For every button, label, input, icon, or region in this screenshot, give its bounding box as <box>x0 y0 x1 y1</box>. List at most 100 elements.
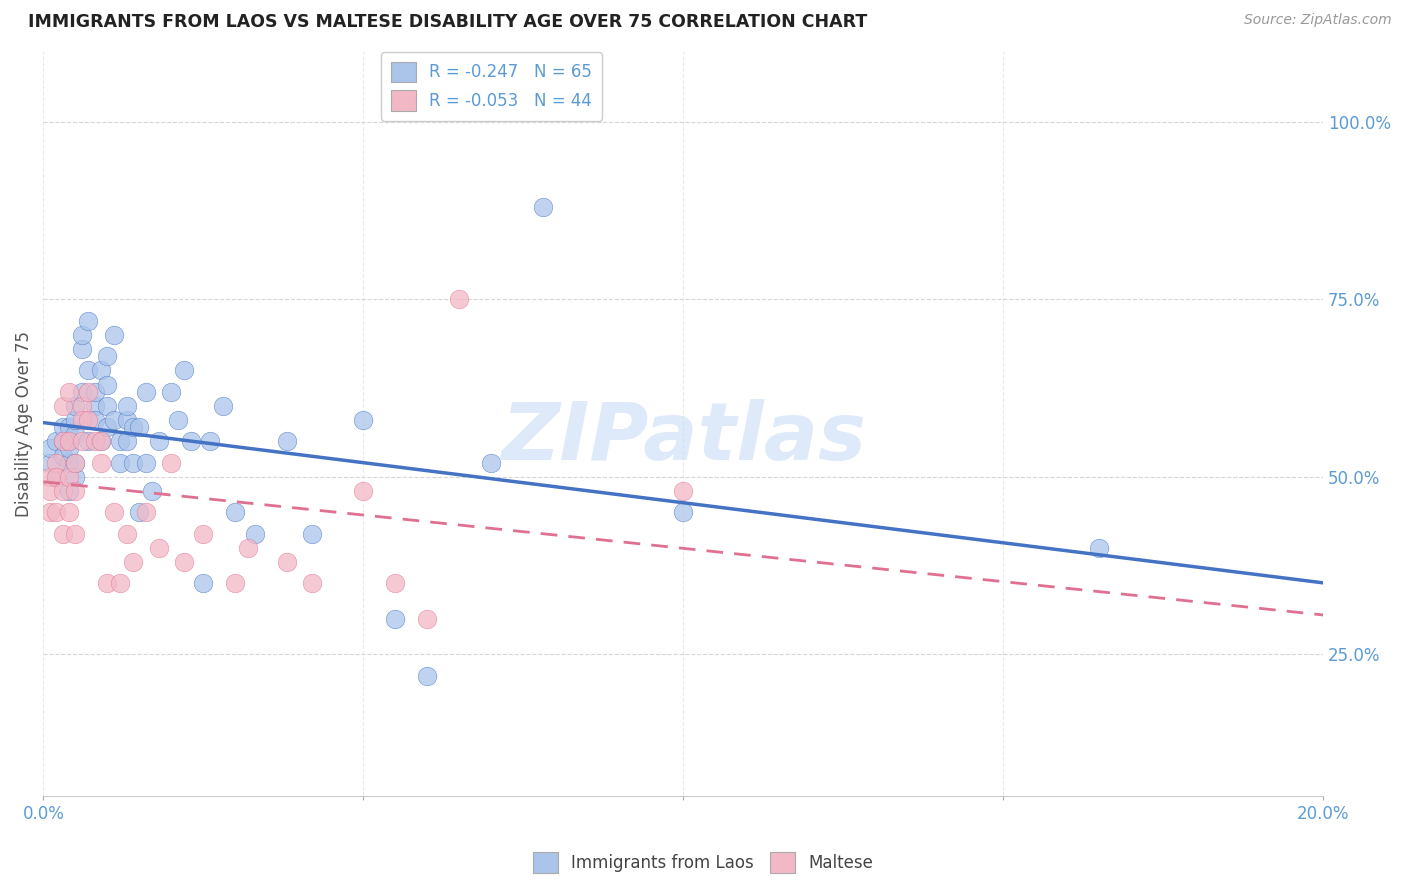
Point <box>180 434 202 449</box>
Text: Source: ZipAtlas.com: Source: ZipAtlas.com <box>1244 13 1392 28</box>
Point <box>166 413 188 427</box>
Point <box>45 456 67 470</box>
Point <box>38 470 60 484</box>
Point <box>135 384 157 399</box>
Point <box>135 505 157 519</box>
Point <box>416 669 439 683</box>
Point <box>65 470 87 484</box>
Point <box>65 456 87 470</box>
Point <box>58 456 80 470</box>
Point <box>148 541 170 555</box>
Point <box>65 413 87 427</box>
Point <box>96 349 118 363</box>
Point <box>243 526 266 541</box>
Point <box>83 384 105 399</box>
Point <box>128 420 150 434</box>
Point <box>96 420 118 434</box>
Point <box>52 399 75 413</box>
Point <box>58 442 80 456</box>
Point <box>77 434 100 449</box>
Point <box>38 456 60 470</box>
Point <box>115 526 138 541</box>
Legend: Immigrants from Laos, Maltese: Immigrants from Laos, Maltese <box>526 846 880 880</box>
Point <box>38 442 60 456</box>
Legend: R = -0.247   N = 65, R = -0.053   N = 44: R = -0.247 N = 65, R = -0.053 N = 44 <box>381 52 602 120</box>
Text: IMMIGRANTS FROM LAOS VS MALTESE DISABILITY AGE OVER 75 CORRELATION CHART: IMMIGRANTS FROM LAOS VS MALTESE DISABILI… <box>28 13 868 31</box>
Point <box>52 434 75 449</box>
Point <box>52 449 75 463</box>
Point <box>672 505 695 519</box>
Point <box>58 384 80 399</box>
Point <box>52 420 75 434</box>
Point <box>70 342 93 356</box>
Point <box>352 483 374 498</box>
Point <box>83 413 105 427</box>
Point <box>65 526 87 541</box>
Point <box>108 434 131 449</box>
Point <box>198 434 221 449</box>
Point <box>148 434 170 449</box>
Point <box>173 363 195 377</box>
Point <box>224 576 246 591</box>
Point <box>96 399 118 413</box>
Point <box>45 470 67 484</box>
Point <box>45 505 67 519</box>
Point <box>65 399 87 413</box>
Point <box>52 526 75 541</box>
Point <box>103 505 125 519</box>
Point <box>1088 541 1111 555</box>
Point <box>141 483 163 498</box>
Point <box>65 427 87 442</box>
Point <box>531 200 554 214</box>
Point <box>108 576 131 591</box>
Point <box>479 456 502 470</box>
Y-axis label: Disability Age Over 75: Disability Age Over 75 <box>15 331 32 516</box>
Point <box>193 526 215 541</box>
Point <box>83 399 105 413</box>
Point <box>193 576 215 591</box>
Point <box>65 483 87 498</box>
Point <box>160 384 183 399</box>
Point <box>115 434 138 449</box>
Point <box>122 420 145 434</box>
Point <box>58 483 80 498</box>
Point <box>384 576 406 591</box>
Point <box>58 420 80 434</box>
Point <box>90 456 112 470</box>
Point <box>70 434 93 449</box>
Point <box>108 456 131 470</box>
Point <box>58 434 80 449</box>
Point <box>416 612 439 626</box>
Point <box>160 456 183 470</box>
Point <box>352 413 374 427</box>
Point <box>90 434 112 449</box>
Point <box>58 434 80 449</box>
Point <box>70 384 93 399</box>
Point <box>96 377 118 392</box>
Point <box>224 505 246 519</box>
Point <box>45 434 67 449</box>
Point <box>384 612 406 626</box>
Point <box>103 413 125 427</box>
Point <box>52 434 75 449</box>
Point <box>276 434 298 449</box>
Point <box>449 293 471 307</box>
Point <box>211 399 233 413</box>
Point <box>45 470 67 484</box>
Point <box>65 456 87 470</box>
Point <box>90 434 112 449</box>
Point <box>58 505 80 519</box>
Point <box>173 555 195 569</box>
Point <box>77 363 100 377</box>
Point <box>301 576 323 591</box>
Point <box>672 483 695 498</box>
Point <box>276 555 298 569</box>
Point <box>115 413 138 427</box>
Point <box>103 327 125 342</box>
Point <box>96 576 118 591</box>
Point <box>122 456 145 470</box>
Point <box>77 313 100 327</box>
Point <box>122 555 145 569</box>
Point <box>83 434 105 449</box>
Point <box>135 456 157 470</box>
